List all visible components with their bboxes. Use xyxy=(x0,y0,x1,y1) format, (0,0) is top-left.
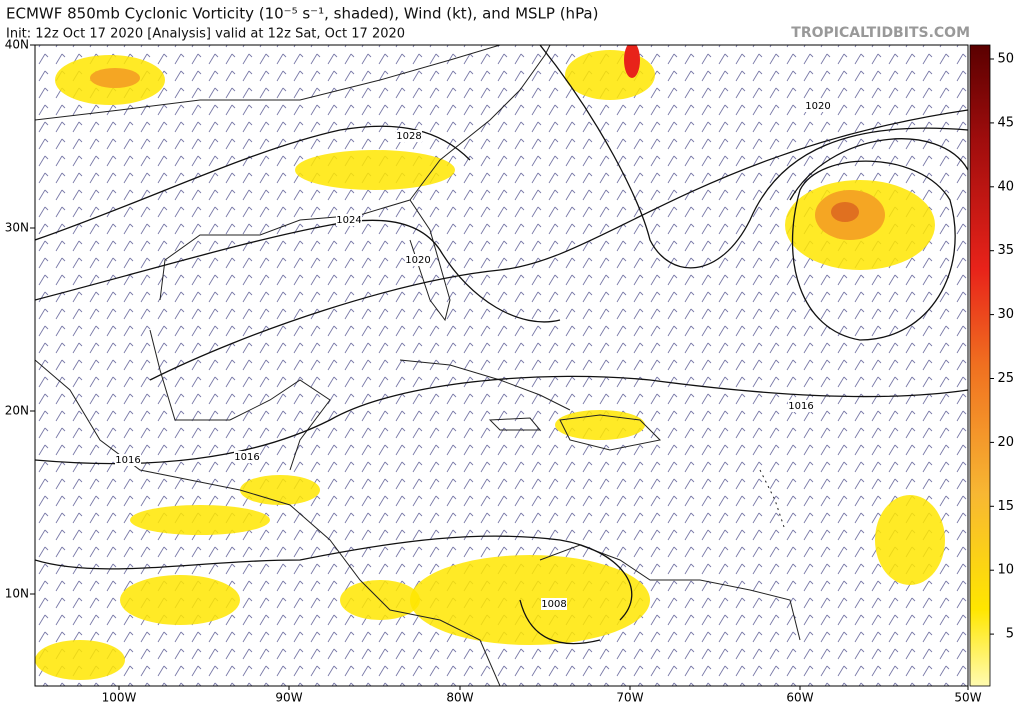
isobar-label-bg xyxy=(541,598,567,610)
colorbar-tick-label: 5 xyxy=(1006,627,1014,642)
colorbar-tick-label: 20 xyxy=(997,435,1014,450)
isobar-label: 1024 xyxy=(336,215,361,226)
isobar-label-bg xyxy=(405,254,431,266)
isobar-label-bg xyxy=(805,100,831,112)
colorbar-tick-label: 10 xyxy=(997,563,1014,578)
colorbar-labels: 50 45 40 35 30 25 20 15 10 5 xyxy=(990,52,1014,642)
lat-labels: 40N 30N 20N 10N xyxy=(5,38,35,601)
colorbar-tick-label: 30 xyxy=(997,307,1014,322)
isobar-label-bg xyxy=(396,130,422,142)
isobar-label: 1020 xyxy=(805,101,830,112)
lon-labels: 100W 90W 80W 70W 60W 50W xyxy=(102,686,982,705)
colorbar xyxy=(969,44,991,687)
isobar-label: 1016 xyxy=(234,452,259,463)
colorbar-tick-label: 35 xyxy=(997,243,1014,258)
vorticity-shading xyxy=(35,45,945,680)
lon-label: 50W xyxy=(954,691,981,705)
colorbar-tick-label: 25 xyxy=(997,371,1014,386)
isobar-label: 1028 xyxy=(396,131,421,142)
lat-label: 40N xyxy=(5,38,29,52)
isobar-label-bg xyxy=(115,454,141,466)
colorbar-tick-label: 50 xyxy=(997,52,1014,67)
lon-label: 80W xyxy=(446,691,473,705)
lon-label: 70W xyxy=(616,691,643,705)
lat-label: 20N xyxy=(5,404,29,418)
isobar-label: 1020 xyxy=(405,255,430,266)
lon-label: 60W xyxy=(786,691,813,705)
isobar-label-bg xyxy=(336,214,362,226)
lat-label: 10N xyxy=(5,587,29,601)
isobar-label: 1016 xyxy=(788,401,813,412)
plot-area xyxy=(35,45,968,686)
title: ECMWF 850mb Cyclonic Vorticity (10⁻⁵ s⁻¹… xyxy=(6,5,598,23)
isobars xyxy=(35,45,968,645)
isobar-label: 1008 xyxy=(541,599,566,610)
colorbar-tick-label: 40 xyxy=(997,179,1014,194)
isobar-label: 1016 xyxy=(115,455,140,466)
plot-frame xyxy=(34,44,969,687)
lon-label: 100W xyxy=(102,691,137,705)
lon-label: 90W xyxy=(275,691,302,705)
isobar-label-bg xyxy=(788,400,814,412)
lat-label: 30N xyxy=(5,221,29,235)
colorbar-tick-label: 45 xyxy=(997,115,1014,130)
watermark: TROPICALTIDBITS.COM xyxy=(791,25,970,41)
isobar-label-bg xyxy=(234,451,260,463)
subtitle: Init: 12z Oct 17 2020 [Analysis] valid a… xyxy=(6,27,405,42)
isobar-labels: 1020 1028 1024 1020 1016 1016 1016 1008 xyxy=(115,100,831,610)
colorbar-tick-label: 15 xyxy=(997,499,1014,514)
